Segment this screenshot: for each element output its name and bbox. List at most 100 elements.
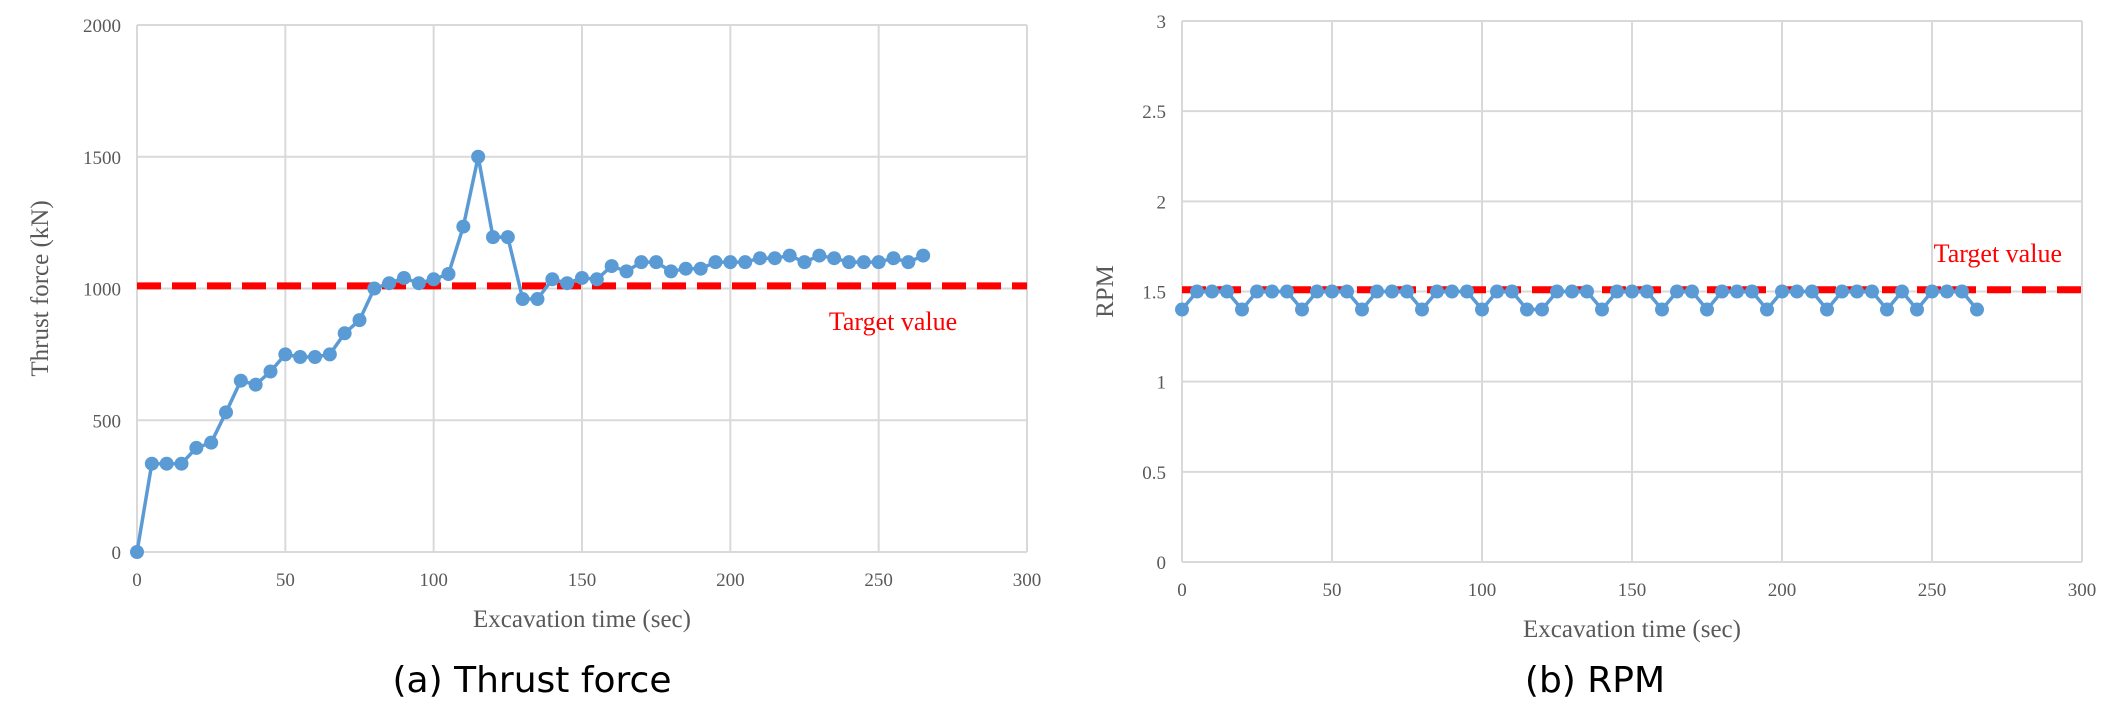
- data-point: [1505, 284, 1519, 299]
- data-point: [219, 405, 233, 420]
- data-point: [1250, 284, 1264, 299]
- data-point: [1445, 284, 1459, 299]
- y-tick-label: 1.5: [1142, 283, 1166, 304]
- data-point: [797, 255, 812, 270]
- data-point: [916, 248, 931, 263]
- data-point: [1640, 284, 1654, 299]
- x-tick-label: 50: [276, 570, 295, 591]
- data-point: [1655, 302, 1669, 317]
- data-point: [1355, 302, 1369, 317]
- data-point: [1895, 284, 1909, 299]
- x-tick-label: 150: [1618, 580, 1647, 601]
- data-point: [1910, 302, 1924, 317]
- x-tick-label: 100: [419, 570, 448, 591]
- data-point: [189, 440, 204, 455]
- y-tick-label: 1: [1157, 373, 1167, 394]
- data-point: [1400, 284, 1414, 299]
- data-point: [1580, 284, 1594, 299]
- y-tick-label: 2.5: [1142, 102, 1166, 123]
- data-point: [397, 270, 411, 285]
- data-point: [649, 255, 664, 270]
- y-tick-label: 3: [1157, 12, 1167, 33]
- y-tick-label: 0: [112, 543, 122, 564]
- data-point: [1790, 284, 1804, 299]
- data-point: [1610, 284, 1624, 299]
- data-point: [1475, 302, 1489, 317]
- data-point: [1925, 284, 1939, 299]
- data-point: [1700, 302, 1714, 317]
- thrust-force-chart: 0 500 1000 1500 2000 0 50 100 150 200 250 300 Excava…: [27, 16, 1041, 701]
- x-tick-label: 250: [1918, 580, 1947, 601]
- chart-caption: (a) Thrust force: [393, 660, 672, 701]
- data-point: [693, 261, 708, 276]
- data-point: [827, 251, 842, 266]
- data-point: [589, 272, 604, 287]
- data-point: [812, 248, 827, 263]
- data-point: [560, 276, 575, 291]
- data-point: [678, 261, 693, 276]
- data-point: [130, 545, 144, 559]
- data-point: [515, 292, 530, 307]
- data-point: [426, 272, 441, 287]
- data-point: [441, 267, 456, 282]
- x-tick-label: 100: [1468, 580, 1497, 601]
- data-point: [1745, 284, 1759, 299]
- data-point: [204, 435, 219, 450]
- data-point: [1460, 284, 1474, 299]
- y-tick-label: 1000: [83, 280, 121, 301]
- data-point: [604, 259, 619, 274]
- data-point: [530, 292, 545, 307]
- x-tick-label: 200: [716, 570, 745, 591]
- data-point: [144, 456, 159, 471]
- data-point: [634, 255, 649, 270]
- data-point: [1490, 284, 1504, 299]
- data-point: [767, 251, 782, 266]
- data-point: [1535, 302, 1549, 317]
- data-point: [1340, 284, 1354, 299]
- data-point: [233, 373, 248, 388]
- data-point: [901, 255, 916, 270]
- data-point: [1595, 302, 1609, 317]
- data-point: [575, 270, 589, 285]
- data-point: [278, 347, 293, 362]
- data-point: [1220, 284, 1234, 299]
- data-point: [1805, 284, 1819, 299]
- y-axis-title: Thrust force (kN): [27, 200, 54, 376]
- x-tick-label: 300: [2068, 580, 2097, 601]
- data-point: [1850, 284, 1864, 299]
- data-point: [367, 281, 382, 296]
- data-point: [1880, 302, 1894, 317]
- y-tick-label: 1500: [83, 148, 121, 169]
- data-point: [1265, 284, 1279, 299]
- data-point: [871, 255, 886, 270]
- data-point: [293, 350, 308, 365]
- data-point: [1940, 284, 1954, 299]
- data-point: [1235, 302, 1249, 317]
- data-point: [1550, 284, 1564, 299]
- x-tick-label: 150: [568, 570, 597, 591]
- data-point: [322, 347, 337, 362]
- data-point: [1670, 284, 1684, 299]
- data-point: [886, 251, 901, 266]
- y-tick-label: 2: [1157, 192, 1167, 213]
- data-point: [352, 313, 367, 328]
- data-point: [1520, 302, 1534, 317]
- data-point: [263, 364, 278, 379]
- data-point: [1190, 284, 1204, 299]
- y-tick-label: 0: [1157, 553, 1167, 574]
- data-point: [382, 276, 397, 291]
- data-point: [1775, 284, 1789, 299]
- data-point: [486, 230, 500, 245]
- target-label: Target value: [1934, 239, 2062, 268]
- x-axis-title: Excavation time (sec): [1523, 616, 1741, 643]
- data-point: [842, 255, 856, 270]
- data-point: [1715, 284, 1729, 299]
- rpm-chart: 0 0.5 1 1.5 2 2.5 3 0 50 100 150 200 250 300 Excavatio…: [1092, 12, 2096, 701]
- data-point: [456, 219, 471, 234]
- y-tick-label: 2000: [83, 16, 121, 37]
- x-tick-label: 200: [1768, 580, 1797, 601]
- data-point: [619, 264, 634, 279]
- data-point: [1685, 284, 1699, 299]
- data-point: [1310, 284, 1324, 299]
